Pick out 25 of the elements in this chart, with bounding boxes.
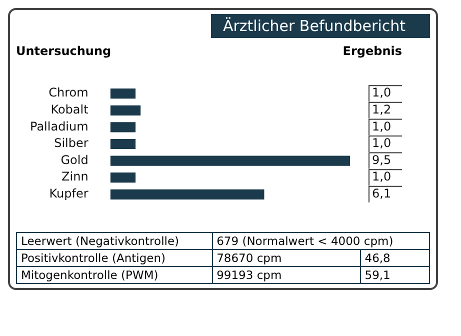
data-label: 9,5: [372, 152, 392, 167]
y-tick-label: Gold: [60, 152, 88, 167]
text: 59,1: [360, 266, 430, 284]
text: 78670 cpm: [212, 250, 360, 266]
y-tick-label: Silber: [54, 136, 88, 150]
text: 99193 cpm: [212, 266, 360, 284]
data-label: 1,0: [372, 136, 392, 150]
text: Leerwert (Negativkontrolle): [16, 232, 212, 250]
data-label: 6,1: [372, 186, 392, 201]
y-tick-label: Kupfer: [49, 186, 88, 201]
y-tick-label: Palladium: [30, 119, 88, 134]
y2-axis-title: Ergebnis: [342, 44, 402, 58]
y-tick-label: Kobalt: [50, 102, 89, 117]
data-label: 1,2: [372, 102, 392, 117]
data-label: 1,0: [372, 119, 392, 134]
text: Positivkontrolle (Antigen): [16, 250, 212, 266]
y-axis-title: Untersuchung: [16, 44, 112, 58]
text: 679 (Normalwert < 4000 cpm): [212, 232, 430, 250]
y-tick-label: Chrom: [48, 86, 88, 100]
data-label: 1,0: [372, 170, 392, 184]
data-label: 1,0: [372, 86, 392, 100]
text: Mitogenkontrolle (PWM): [16, 266, 212, 284]
text: 46,8: [360, 250, 430, 266]
chart-title: Ärztlicher Befundbericht: [211, 14, 430, 38]
y-tick-label: Zinn: [62, 170, 88, 184]
